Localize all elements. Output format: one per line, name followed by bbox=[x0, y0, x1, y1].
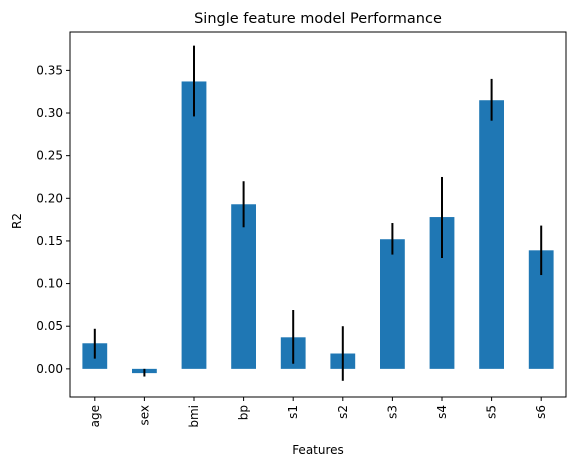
x-tick-label: age bbox=[88, 405, 102, 427]
y-tick-label: 0.25 bbox=[36, 149, 63, 163]
y-axis-label: R2 bbox=[10, 213, 24, 229]
bar-s5 bbox=[479, 100, 504, 369]
x-tick-label: bmi bbox=[187, 405, 201, 428]
x-tick-label: s1 bbox=[286, 405, 300, 419]
plot-area: 0.00 0.05 0.10 0.15 0.20 0.25 0.30 0.35 age sex bm… bbox=[36, 31, 567, 428]
axes-frame bbox=[69, 31, 567, 398]
bar-bp bbox=[231, 204, 256, 369]
chart-title: Single feature model Performance bbox=[194, 11, 442, 27]
y-tick-label: 0.00 bbox=[36, 362, 63, 376]
y-tick-label: 0.30 bbox=[36, 106, 63, 120]
y-tick-label: 0.35 bbox=[36, 63, 63, 77]
y-tick-label: 0.15 bbox=[36, 234, 63, 248]
y-tick-label: 0.20 bbox=[36, 191, 63, 205]
y-tick-label: 0.05 bbox=[36, 319, 63, 333]
x-tick-label: sex bbox=[137, 405, 151, 426]
x-tick-label: s5 bbox=[485, 405, 499, 419]
x-tick-label: bp bbox=[237, 405, 251, 420]
x-tick-label: s6 bbox=[534, 405, 548, 419]
y-tick-label: 0.10 bbox=[36, 277, 63, 291]
x-tick-label: s2 bbox=[336, 405, 350, 419]
x-axis-label: Features bbox=[292, 443, 344, 457]
bar-bmi bbox=[181, 81, 207, 369]
bar-s3 bbox=[380, 239, 405, 369]
x-tick-label: s3 bbox=[385, 405, 399, 419]
x-tick-label: s4 bbox=[435, 405, 449, 419]
